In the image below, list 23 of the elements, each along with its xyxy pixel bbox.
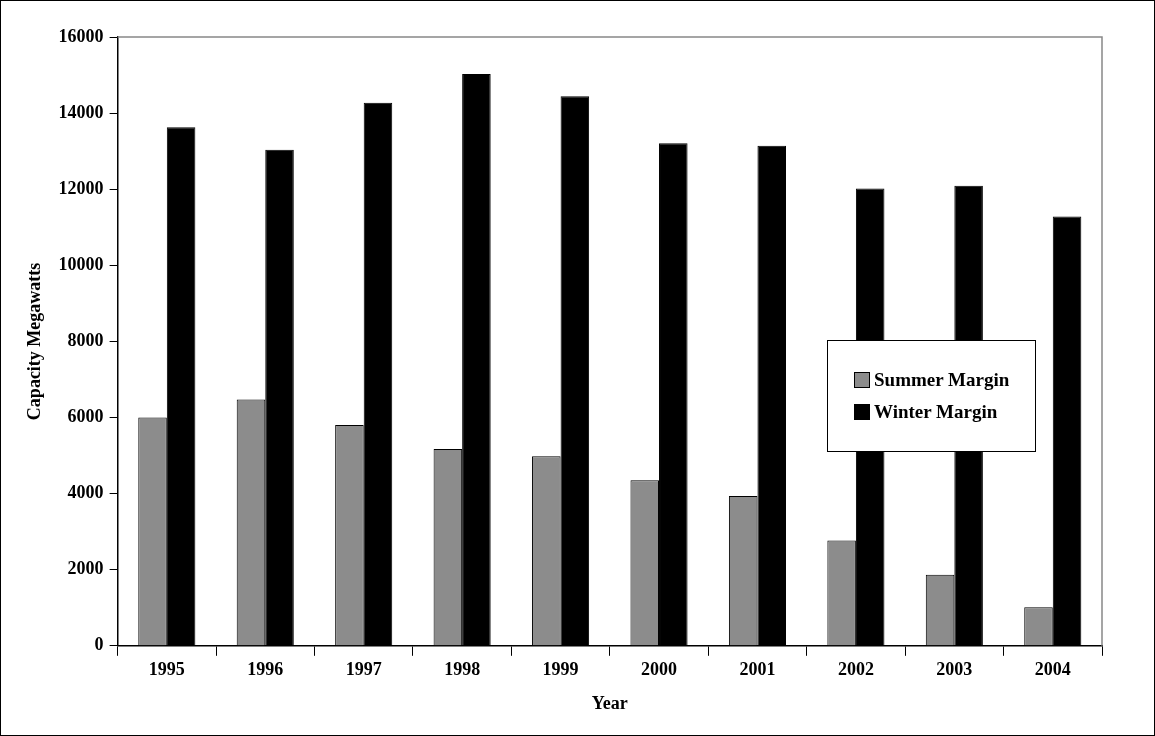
x-tick-label: 2004	[1034, 659, 1071, 680]
legend-label: Summer Margin	[874, 369, 1010, 392]
x-tick-label: 2000	[641, 659, 678, 680]
y-tick-label: 0	[94, 634, 104, 655]
y-tick-label: 4000	[67, 482, 104, 503]
x-tick-label: 1999	[542, 659, 579, 680]
x-tick-label: 2003	[936, 659, 973, 680]
y-axis-title: Capacity Megawatts	[24, 262, 45, 421]
x-tick-label: 2002	[837, 659, 874, 680]
x-tick-label: 2001	[739, 659, 776, 680]
y-tick-label: 2000	[67, 558, 104, 579]
y-tick-label: 8000	[67, 330, 104, 351]
x-tick-label: 1996	[247, 659, 284, 680]
y-tick-label: 6000	[67, 406, 104, 427]
x-tick-label: 1998	[444, 659, 481, 680]
y-tick-label: 16000	[58, 25, 104, 46]
x-tick-label: 1997	[345, 659, 382, 680]
x-tick-label: 1995	[148, 659, 185, 680]
x-axis-title: Year	[591, 692, 628, 713]
y-tick-label: 10000	[58, 253, 104, 274]
legend-label: Winter Margin	[874, 401, 998, 424]
y-tick-label: 14000	[58, 101, 104, 122]
y-tick-label: 12000	[58, 177, 104, 198]
